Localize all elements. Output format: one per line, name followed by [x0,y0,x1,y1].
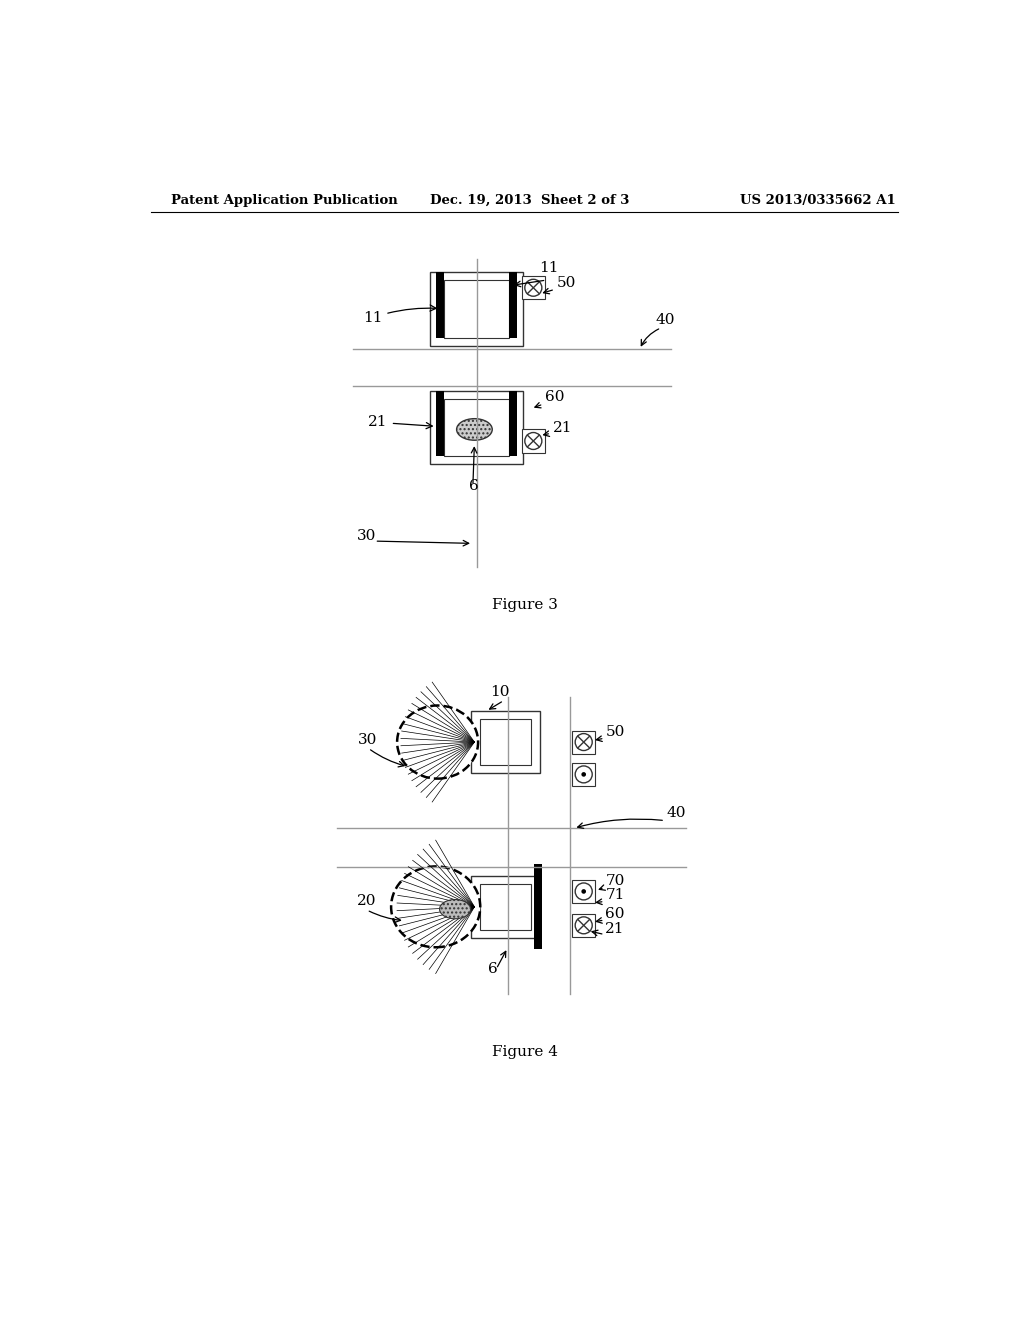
Bar [535,865,542,949]
Ellipse shape [391,866,480,948]
Bar [430,391,523,465]
Text: 40: 40 [655,313,675,327]
Text: Figure 4: Figure 4 [492,1044,558,1059]
Bar [444,399,509,457]
Text: Patent Application Publication: Patent Application Publication [171,194,397,207]
Circle shape [525,280,542,296]
Text: 40: 40 [667,805,686,820]
Bar [572,730,595,754]
Text: 21: 21 [553,421,572,434]
Bar [444,280,509,338]
Text: 30: 30 [356,528,376,543]
Text: 20: 20 [356,895,376,908]
Text: 11: 11 [362,305,436,325]
Text: Dec. 19, 2013  Sheet 2 of 3: Dec. 19, 2013 Sheet 2 of 3 [430,194,630,207]
Text: 21: 21 [605,921,625,936]
Text: 60: 60 [605,907,625,920]
Bar [521,429,545,453]
Text: US 2013/0335662 A1: US 2013/0335662 A1 [740,194,896,207]
Bar [471,711,541,774]
Text: 6: 6 [488,962,498,975]
Bar [436,272,444,338]
Text: 10: 10 [490,685,510,698]
Bar [471,876,541,937]
Circle shape [582,890,586,894]
Bar [509,272,517,338]
Circle shape [575,917,592,933]
Bar [572,880,595,903]
Ellipse shape [397,705,478,779]
Bar [572,913,595,937]
Text: 71: 71 [605,888,625,902]
Circle shape [575,766,592,783]
Text: 50: 50 [605,725,625,739]
Ellipse shape [457,418,493,441]
Circle shape [575,883,592,900]
Bar [430,272,523,346]
Text: 11: 11 [539,261,558,276]
Circle shape [582,772,586,776]
Bar [572,763,595,785]
Text: 6: 6 [469,479,479,492]
Text: 21: 21 [369,416,432,429]
Bar [480,884,531,929]
Circle shape [525,433,542,449]
Circle shape [575,734,592,751]
Text: Figure 3: Figure 3 [492,598,558,612]
Bar [509,391,517,457]
Text: 70: 70 [605,874,625,888]
Bar [480,719,531,766]
Text: 30: 30 [358,733,378,747]
Text: 60: 60 [545,389,564,404]
Bar [436,391,444,457]
Text: 50: 50 [557,276,575,290]
Bar [521,276,545,300]
Ellipse shape [439,899,471,919]
